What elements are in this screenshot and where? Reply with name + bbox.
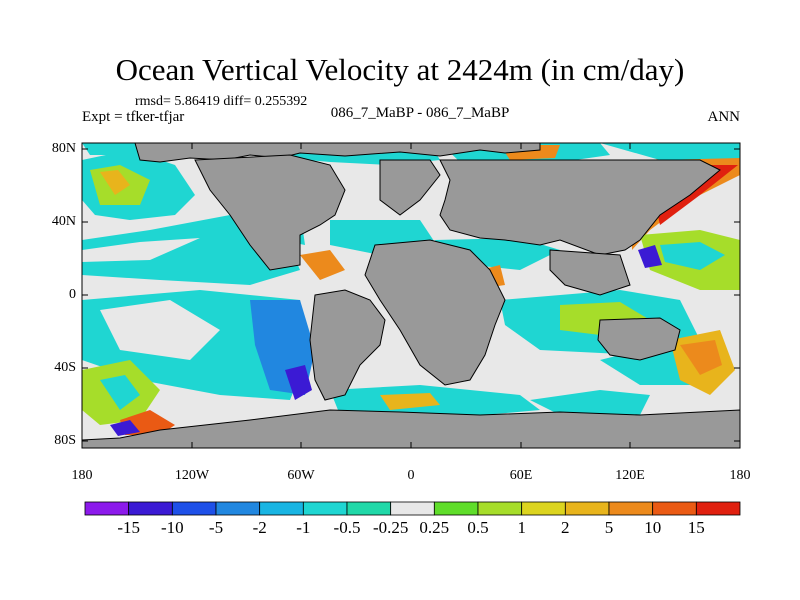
colorbar-swatch [302, 501, 348, 516]
colorbar-swatch [477, 501, 523, 516]
lat-tick-label: 0 [69, 287, 76, 302]
lon-tick-label: 180 [729, 468, 751, 483]
colorbar [84, 501, 741, 516]
lat-tick-label: 80N [51, 141, 76, 156]
colorbar-label: -0.25 [372, 518, 409, 537]
colorbar-label: 10 [644, 518, 662, 537]
colorbar-swatch [608, 501, 654, 516]
colorbar-label: -15 [117, 518, 141, 537]
colorbar-label: -0.5 [333, 518, 361, 537]
center-label: 086_7_MaBP - 086_7_MaBP [330, 105, 510, 121]
lon-tick-label: 180 [71, 468, 93, 483]
colorbar-swatch [171, 501, 217, 516]
colorbar-swatch [215, 501, 261, 516]
colorbar-swatch [695, 501, 741, 516]
colorbar-swatch [84, 501, 130, 516]
page-title: Ocean Vertical Velocity at 2424m (in cm/… [115, 52, 685, 87]
colorbar-label: -5 [208, 518, 224, 537]
colorbar-label: 0.5 [467, 518, 489, 537]
colorbar-swatch [128, 501, 173, 516]
lon-tick-label: 120E [615, 468, 645, 483]
colorbar-swatch [433, 501, 479, 516]
colorbar-swatch [259, 501, 304, 516]
lon-tick-label: 120W [174, 468, 210, 483]
colorbar-label: 15 [687, 518, 705, 537]
lon-tick-label: 0 [407, 468, 415, 483]
axis-ticks [81, 143, 741, 448]
expt-text: Expt = tfker-tfjar [82, 109, 185, 125]
colorbar-label: 2 [561, 518, 570, 537]
stats-text: rmsd= 5.86419 diff= 0.255392 [135, 94, 308, 109]
colorbar-label: 1 [517, 518, 526, 537]
lat-tick-label: 40S [54, 360, 76, 375]
colorbar-label: -1 [296, 518, 311, 537]
land-masses [82, 143, 740, 448]
season-label: ANN [707, 109, 741, 125]
colorbar-label: 5 [604, 518, 614, 537]
colorbar-swatch [390, 501, 435, 516]
colorbar-swatch [564, 501, 610, 516]
colorbar-swatch [652, 501, 697, 516]
lat-tick-label: 80S [54, 433, 76, 448]
lon-tick-label: 60E [509, 468, 533, 483]
colorbar-label: -10 [160, 518, 184, 537]
lat-tick-label: 40N [51, 214, 76, 229]
lon-tick-label: 60W [287, 468, 315, 483]
colorbar-swatch [521, 501, 566, 516]
colorbar-swatch [346, 501, 392, 516]
colorbar-label: -2 [252, 518, 267, 537]
colorbar-label: 0.25 [419, 518, 450, 537]
